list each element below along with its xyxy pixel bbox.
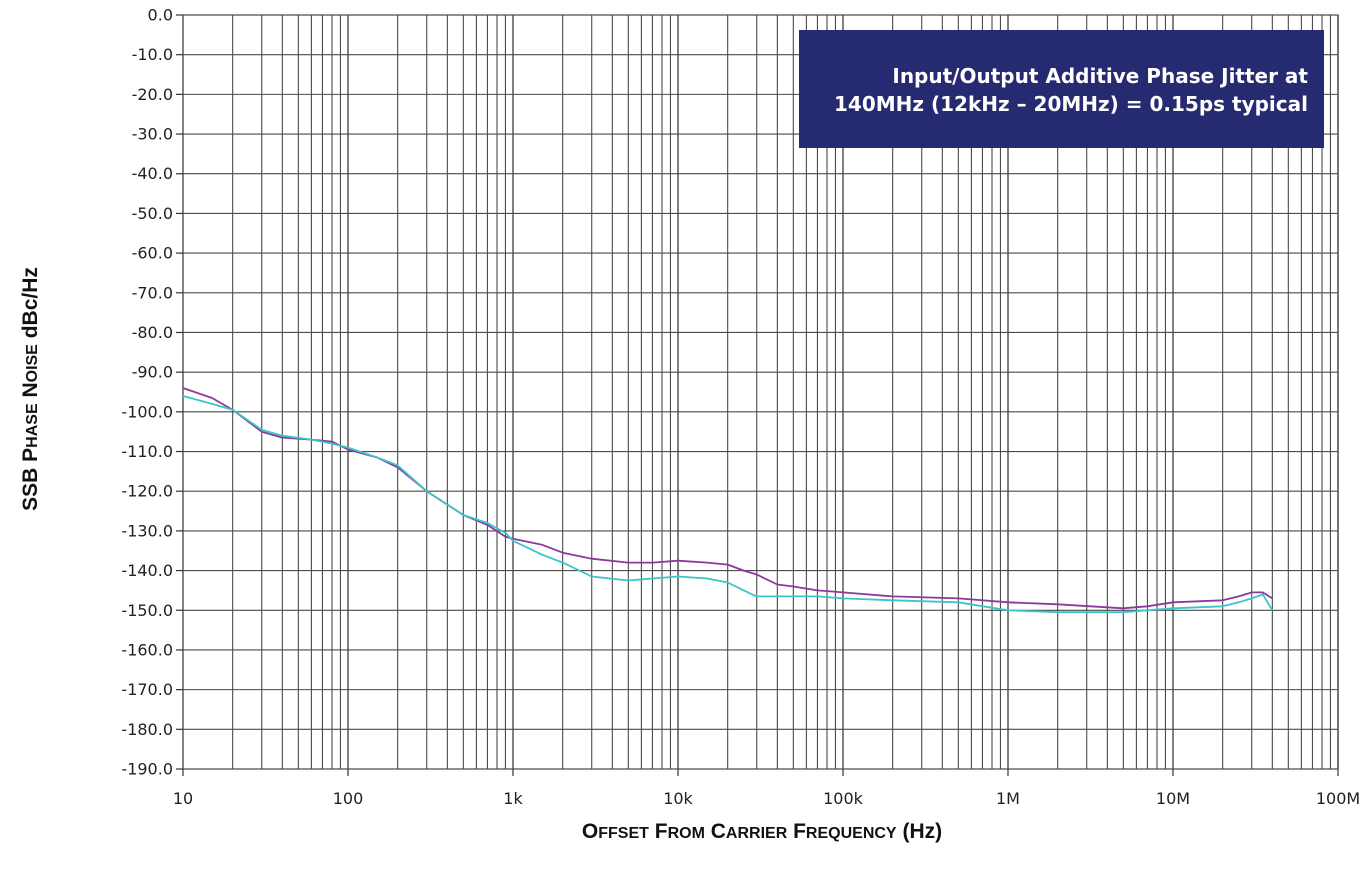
y-tick-label: -110.0 [121, 442, 173, 461]
y-tick-label: -120.0 [121, 482, 173, 501]
y-tick-label: -10.0 [132, 45, 173, 64]
y-tick-label: -40.0 [132, 164, 173, 183]
y-tick-label: -140.0 [121, 561, 173, 580]
x-tick-label: 100M [1316, 789, 1360, 808]
x-tick-label: 100k [823, 789, 864, 808]
y-axis-title: SSB PHASE NOISE dBc/Hz [19, 267, 42, 511]
x-tick-label: 1k [503, 789, 523, 808]
x-tick-label: 10M [1156, 789, 1190, 808]
series-lines [182, 387, 1274, 614]
y-tick-label: -180.0 [121, 720, 173, 739]
y-tick-label: -30.0 [132, 125, 173, 144]
x-tick-label: 1M [996, 789, 1020, 808]
y-tick-label: -150.0 [121, 601, 173, 620]
y-tick-label: -130.0 [121, 521, 173, 540]
y-tick-label: -100.0 [121, 402, 173, 421]
y-tick-label: -160.0 [121, 640, 173, 659]
y-tick-label: -80.0 [132, 323, 173, 342]
y-tick-label: -60.0 [132, 244, 173, 263]
x-tick-label: 10k [663, 789, 693, 808]
y-tick-label: -70.0 [132, 283, 173, 302]
x-axis-title: OFFSET FROM CARRIER FREQUENCY (Hz) [582, 820, 942, 843]
jitter-annotation: Input/Output Additive Phase Jitter at 14… [799, 30, 1324, 148]
axis-ticks: 0.0 -10.0 -20.0 -30.0 -40.0 -50.0 -60.0 -70.0 -8… [121, 6, 1360, 809]
y-tick-label: 0.0 [148, 6, 173, 25]
y-tick-label: -170.0 [121, 680, 173, 699]
series-line-2 [182, 395, 1274, 614]
x-tick-label: 10 [173, 789, 193, 808]
y-tick-label: -20.0 [132, 85, 173, 104]
y-tick-label: -50.0 [132, 204, 173, 223]
annotation-line-1: Input/Output Additive Phase Jitter at [892, 64, 1308, 88]
y-tick-label: -190.0 [121, 760, 173, 779]
annotation-box [799, 30, 1324, 148]
y-tick-label: -90.0 [132, 363, 173, 382]
annotation-line-2: 140MHz (12kHz – 20MHz) = 0.15ps typical [834, 92, 1308, 116]
x-tick-label: 100 [333, 789, 364, 808]
